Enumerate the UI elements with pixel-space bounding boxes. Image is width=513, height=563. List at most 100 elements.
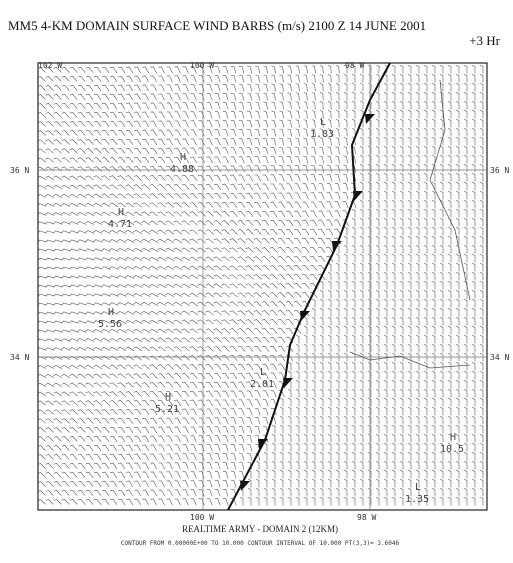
- wind-barb: [246, 320, 254, 325]
- wind-barb: [150, 266, 159, 269]
- wind-barb: [360, 488, 363, 496]
- wind-barb: [392, 353, 395, 361]
- wind-barb: [456, 299, 459, 307]
- wind-barb: [134, 427, 141, 433]
- wind-barb: [312, 461, 315, 469]
- wind-barb: [134, 481, 141, 487]
- wind-barb: [288, 362, 291, 370]
- wind-barb: [344, 101, 347, 109]
- wind-barb: [150, 427, 157, 433]
- wind-barb: [46, 76, 54, 81]
- wind-barb: [198, 266, 206, 270]
- wind-barb: [304, 452, 307, 460]
- wind-barb: [246, 311, 254, 316]
- wind-barb: [464, 209, 467, 217]
- wind-barb: [360, 299, 363, 307]
- wind-barb: [270, 337, 277, 343]
- wind-barb: [432, 137, 435, 145]
- wind-barb: [408, 245, 411, 253]
- wind-barb: [424, 308, 427, 316]
- wind-barb: [440, 344, 443, 352]
- wind-barb: [215, 427, 221, 434]
- wind-barb: [182, 311, 190, 315]
- wind-barb: [158, 185, 166, 190]
- wind-barb: [312, 362, 315, 370]
- wind-barb: [150, 157, 157, 163]
- wind-barb: [78, 472, 85, 478]
- wind-barb: [70, 294, 79, 296]
- wind-barb: [328, 147, 332, 155]
- wind-barb: [206, 184, 213, 190]
- wind-barb: [86, 312, 95, 314]
- wind-barb: [183, 76, 189, 82]
- wind-barb: [158, 302, 166, 306]
- wind-barb: [352, 398, 355, 406]
- wind-barb: [360, 83, 363, 91]
- wind-barb: [416, 416, 419, 424]
- wind-barb: [102, 85, 109, 91]
- wind-barb: [182, 266, 190, 270]
- wind-barb: [238, 337, 246, 342]
- wind-barb: [392, 137, 395, 145]
- wind-barb: [263, 166, 269, 173]
- wind-barb: [238, 257, 246, 262]
- wind-barb: [416, 263, 419, 271]
- wind-barb: [440, 164, 443, 172]
- wind-barb: [70, 436, 78, 441]
- wind-barb: [440, 398, 443, 406]
- wind-barb: [440, 245, 443, 253]
- wind-barb: [295, 165, 300, 172]
- wind-barb: [352, 74, 355, 82]
- wind-barb: [287, 138, 291, 145]
- wind-barb: [280, 75, 284, 83]
- wind-barb: [408, 83, 411, 91]
- wind-barb: [304, 398, 307, 406]
- wind-barb: [70, 410, 78, 415]
- wind-barb: [384, 236, 387, 244]
- wind-barb: [134, 139, 141, 145]
- wind-barb: [400, 137, 403, 145]
- wind-barb: [424, 119, 427, 127]
- wind-barb: [472, 497, 475, 505]
- wind-barb: [166, 239, 174, 243]
- wind-barb: [254, 293, 262, 298]
- wind-barb: [272, 497, 275, 505]
- wind-barb: [150, 239, 159, 243]
- wind-barb: [70, 401, 78, 406]
- wind-barb: [199, 499, 205, 506]
- wind-barb: [94, 258, 103, 261]
- wind-barb: [94, 148, 102, 153]
- wind-barb: [110, 121, 117, 127]
- wind-barb: [328, 120, 331, 128]
- wind-barb: [134, 203, 142, 207]
- wind-barb: [336, 326, 339, 334]
- wind-barb: [400, 380, 403, 388]
- wind-barb: [183, 445, 189, 451]
- wind-barb: [102, 463, 109, 469]
- wind-barb: [440, 416, 443, 424]
- wind-barb: [262, 248, 270, 253]
- wind-barb: [448, 398, 451, 406]
- wind-barb: [126, 499, 133, 505]
- wind-barb: [158, 427, 165, 433]
- wind-barb: [328, 263, 331, 271]
- wind-barb: [134, 311, 143, 314]
- wind-barb: [118, 130, 125, 136]
- wind-barb: [78, 383, 86, 387]
- wind-barb: [158, 67, 164, 73]
- wind-barb: [62, 365, 70, 368]
- wind-barb: [464, 380, 467, 388]
- wind-barb: [38, 140, 46, 145]
- center-value: 5.56: [98, 319, 122, 330]
- wind-barb: [38, 366, 46, 369]
- wind-barb: [255, 148, 260, 155]
- wind-barb: [247, 138, 252, 145]
- wind-barb: [416, 461, 419, 469]
- wind-barb: [86, 139, 94, 144]
- wind-barb: [335, 183, 340, 190]
- wind-barb: [158, 248, 167, 252]
- wind-barb: [207, 471, 212, 478]
- wind-barb: [126, 121, 133, 127]
- wind-barb: [86, 410, 94, 415]
- wind-barb: [472, 128, 475, 136]
